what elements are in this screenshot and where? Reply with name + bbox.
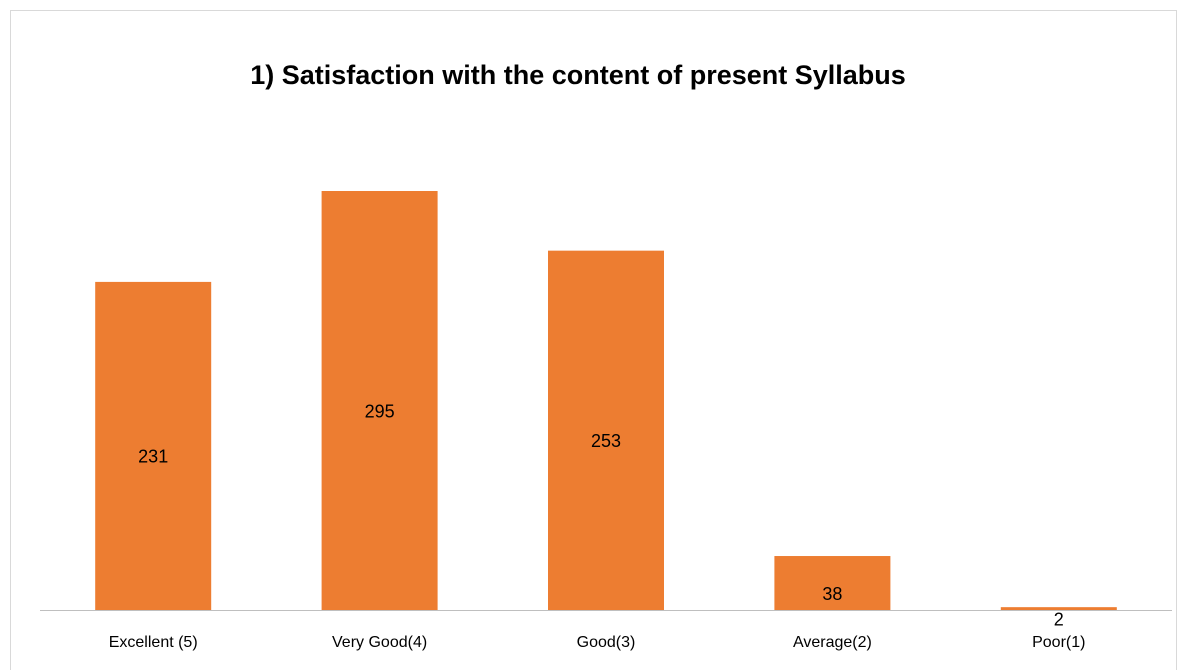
data-label: 2 (1054, 609, 1064, 629)
bar (95, 281, 212, 610)
x-tick-label: Excellent (5) (109, 634, 198, 651)
x-tick-label: Very Good(4) (332, 634, 427, 651)
chart-title: 1) Satisfaction with the content of pres… (250, 60, 906, 90)
x-tick-label: Good(3) (577, 634, 636, 651)
bar (548, 250, 664, 610)
data-label: 253 (591, 431, 621, 451)
bar (1000, 607, 1117, 610)
x-tick-label: Average(2) (793, 634, 872, 651)
data-label: 231 (138, 447, 168, 467)
x-tick-label: Poor(1) (1032, 634, 1085, 651)
bar (321, 191, 438, 610)
data-label: 295 (365, 401, 395, 421)
bar (774, 556, 891, 610)
data-label: 38 (822, 584, 842, 604)
